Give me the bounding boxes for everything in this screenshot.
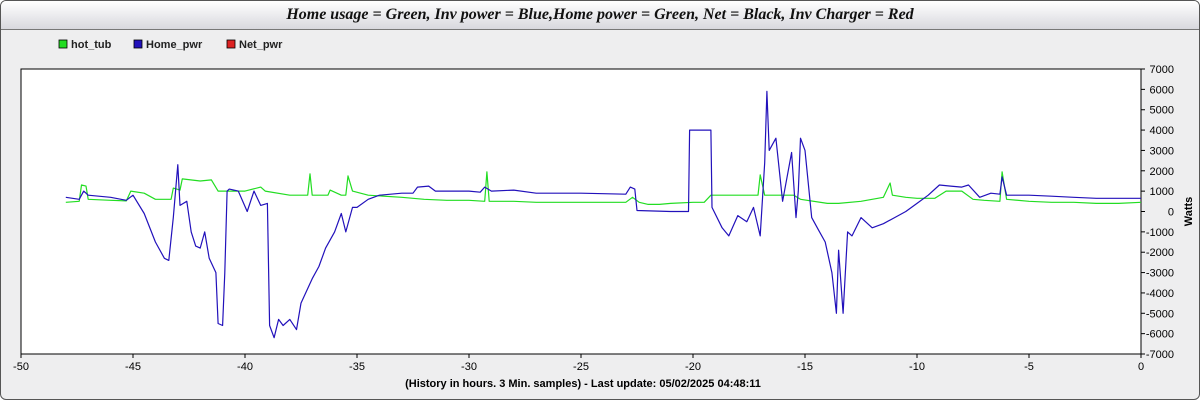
x-tick-label: -5: [1024, 361, 1034, 373]
y-tick-label: -1000: [1146, 227, 1174, 239]
chart-title: Home usage = Green, Inv power = Blue,Hom…: [286, 6, 914, 23]
x-tick-label: -15: [797, 361, 813, 373]
legend-item: hot_tub: [58, 39, 112, 51]
x-tick-label: -25: [573, 361, 589, 373]
x-axis-label: (History in hours. 3 Min. samples) - Las…: [405, 378, 761, 390]
legend-swatch: [133, 39, 143, 49]
y-tick-label: 5000: [1150, 105, 1174, 117]
y-tick-label: -7000: [1146, 349, 1174, 361]
legend-item: Home_pwr: [133, 39, 203, 51]
legend-swatch: [58, 39, 68, 49]
y-tick-label: -6000: [1146, 329, 1174, 341]
y-tick-label: 6000: [1150, 84, 1174, 96]
y-tick-label: 0: [1168, 207, 1174, 219]
x-tick-label: -40: [237, 361, 253, 373]
x-tick-label: -35: [349, 361, 365, 373]
series-line-home-pwr: [65, 90, 1141, 339]
x-tick-label: 0: [1138, 361, 1144, 373]
x-tick-label: -20: [685, 361, 701, 373]
x-tick-label: -50: [13, 361, 29, 373]
title-bar: Home usage = Green, Inv power = Blue,Hom…: [1, 1, 1199, 30]
y-tick-label: -2000: [1146, 247, 1174, 259]
x-tick-label: -30: [461, 361, 477, 373]
y-tick-label: 4000: [1150, 125, 1174, 137]
y-axis-label: Watts: [1183, 197, 1195, 227]
legend-label: hot_tub: [71, 39, 112, 51]
y-tick-label: -4000: [1146, 288, 1174, 300]
legend-label: Home_pwr: [146, 39, 203, 51]
series-line-hot-tub: [65, 171, 1142, 205]
y-tick-label: -5000: [1146, 308, 1174, 320]
y-tick-label: 7000: [1150, 64, 1174, 76]
legend-item: Net_pwr: [226, 39, 283, 51]
legend-swatch: [226, 39, 236, 49]
y-tick-label: 1000: [1150, 186, 1174, 198]
y-tick-label: -3000: [1146, 268, 1174, 280]
y-tick-label: 2000: [1150, 166, 1174, 178]
x-tick-label: -10: [909, 361, 925, 373]
x-tick-label: -45: [125, 361, 141, 373]
y-tick-label: 3000: [1150, 145, 1174, 157]
plot-area: [20, 68, 1142, 355]
legend-label: Net_pwr: [239, 39, 283, 51]
